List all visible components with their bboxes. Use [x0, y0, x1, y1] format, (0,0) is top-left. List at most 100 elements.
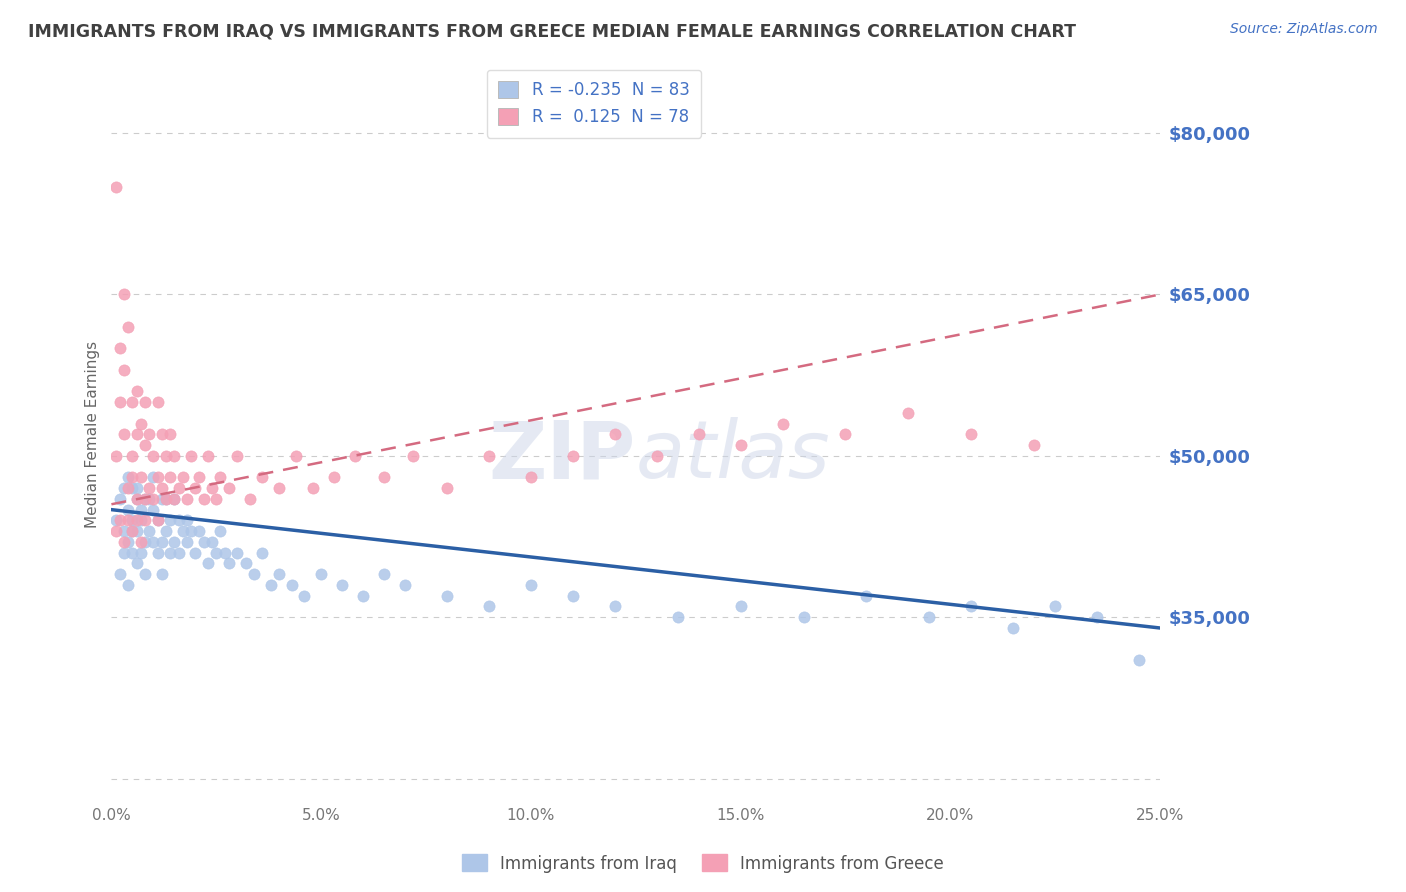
Point — [159, 470, 181, 484]
Point — [138, 491, 160, 506]
Point — [252, 470, 274, 484]
Point — [142, 491, 165, 506]
Point — [117, 578, 139, 592]
Point — [163, 535, 186, 549]
Legend: Immigrants from Iraq, Immigrants from Greece: Immigrants from Iraq, Immigrants from Gr… — [456, 847, 950, 880]
Point — [343, 449, 366, 463]
Point — [205, 491, 228, 506]
Point — [163, 491, 186, 506]
Point — [134, 438, 156, 452]
Point — [129, 546, 152, 560]
Point — [561, 449, 583, 463]
Point — [176, 513, 198, 527]
Point — [134, 491, 156, 506]
Point — [1002, 621, 1025, 635]
Y-axis label: Median Female Earnings: Median Female Earnings — [86, 341, 100, 528]
Point — [252, 546, 274, 560]
Point — [146, 513, 169, 527]
Point — [121, 524, 143, 538]
Point — [322, 470, 344, 484]
Point — [730, 599, 752, 614]
Point — [402, 449, 425, 463]
Point — [218, 481, 240, 495]
Point — [436, 481, 458, 495]
Point — [666, 610, 689, 624]
Point — [129, 513, 152, 527]
Point — [112, 546, 135, 560]
Point — [281, 578, 304, 592]
Point — [269, 481, 291, 495]
Point — [167, 481, 190, 495]
Point — [520, 470, 543, 484]
Point — [121, 481, 143, 495]
Point — [201, 535, 224, 549]
Point — [197, 557, 219, 571]
Point — [129, 470, 152, 484]
Point — [121, 524, 143, 538]
Point — [134, 395, 156, 409]
Point — [260, 578, 283, 592]
Point — [146, 546, 169, 560]
Point — [436, 589, 458, 603]
Point — [394, 578, 416, 592]
Point — [688, 427, 710, 442]
Point — [134, 513, 156, 527]
Point — [125, 513, 148, 527]
Point — [1085, 610, 1108, 624]
Point — [197, 449, 219, 463]
Point — [172, 524, 194, 538]
Point — [117, 470, 139, 484]
Point — [112, 363, 135, 377]
Point — [125, 557, 148, 571]
Point — [138, 427, 160, 442]
Point — [108, 341, 131, 355]
Point — [159, 513, 181, 527]
Text: IMMIGRANTS FROM IRAQ VS IMMIGRANTS FROM GREECE MEDIAN FEMALE EARNINGS CORRELATIO: IMMIGRANTS FROM IRAQ VS IMMIGRANTS FROM … — [28, 22, 1076, 40]
Point — [209, 524, 232, 538]
Point — [138, 524, 160, 538]
Point — [150, 567, 173, 582]
Point — [150, 427, 173, 442]
Point — [352, 589, 374, 603]
Text: ZIP: ZIP — [488, 417, 636, 495]
Point — [226, 546, 249, 560]
Point — [209, 470, 232, 484]
Point — [108, 491, 131, 506]
Point — [138, 481, 160, 495]
Point — [960, 599, 983, 614]
Point — [176, 491, 198, 506]
Point — [163, 449, 186, 463]
Point — [146, 470, 169, 484]
Point — [155, 449, 177, 463]
Point — [285, 449, 308, 463]
Point — [104, 449, 127, 463]
Point — [180, 524, 202, 538]
Point — [117, 502, 139, 516]
Point — [243, 567, 266, 582]
Point — [142, 535, 165, 549]
Point — [603, 599, 626, 614]
Text: Source: ZipAtlas.com: Source: ZipAtlas.com — [1230, 22, 1378, 37]
Point — [150, 481, 173, 495]
Point — [730, 438, 752, 452]
Point — [146, 513, 169, 527]
Point — [330, 578, 353, 592]
Point — [129, 417, 152, 431]
Point — [834, 427, 856, 442]
Point — [142, 470, 165, 484]
Point — [792, 610, 814, 624]
Point — [188, 524, 211, 538]
Point — [134, 491, 156, 506]
Point — [478, 449, 501, 463]
Point — [172, 470, 194, 484]
Point — [121, 449, 143, 463]
Point — [121, 546, 143, 560]
Point — [960, 427, 983, 442]
Point — [104, 524, 127, 538]
Point — [125, 481, 148, 495]
Point — [125, 491, 148, 506]
Point — [373, 567, 395, 582]
Point — [301, 481, 323, 495]
Point — [918, 610, 941, 624]
Point — [117, 513, 139, 527]
